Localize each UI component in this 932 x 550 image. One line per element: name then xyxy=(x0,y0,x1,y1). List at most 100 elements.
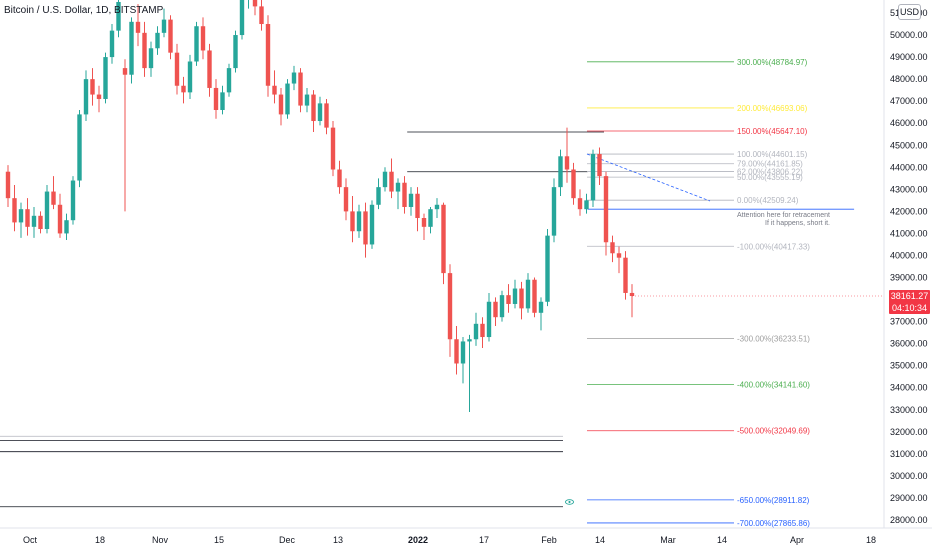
fib-level-label: 150.00%(45647.10) xyxy=(737,127,808,136)
candle xyxy=(434,198,440,219)
horizontal-lines xyxy=(0,131,855,508)
currency-button[interactable]: USD xyxy=(898,4,921,20)
candle xyxy=(161,8,167,38)
candle xyxy=(499,290,505,322)
fibonacci-levels: 300.00%(48784.97) 200.00%(46693.06) 150.00… xyxy=(587,58,810,528)
candle xyxy=(5,165,11,207)
candle-body xyxy=(447,273,453,340)
candle-body xyxy=(389,171,394,192)
candle xyxy=(525,273,531,313)
candle-body xyxy=(90,79,95,95)
candle-body xyxy=(480,323,485,338)
candle-body xyxy=(369,204,375,245)
candle-body xyxy=(421,218,427,227)
candle-body xyxy=(532,279,537,313)
candle xyxy=(408,187,414,216)
candle-body xyxy=(506,295,511,304)
candle-body xyxy=(454,339,459,364)
candle xyxy=(51,176,56,210)
candle-body xyxy=(5,171,11,199)
fib-level-label: 50.00%(43555.19) xyxy=(737,173,803,182)
candle-body xyxy=(38,215,43,230)
candle xyxy=(584,193,589,214)
candle-body xyxy=(590,154,596,201)
fib-level-label: 62.00%(43806.22) xyxy=(737,168,803,177)
candle xyxy=(103,52,108,104)
candle-body xyxy=(31,215,37,227)
price-tick-label: 33000.00 xyxy=(890,405,928,415)
time-tick-label: 18 xyxy=(866,535,876,545)
fib-level-label: 0.00%(42509.24) xyxy=(737,196,799,205)
candle-body xyxy=(12,198,17,223)
candle xyxy=(337,160,342,194)
price-tick-label: 32000.00 xyxy=(890,427,928,437)
price-axis[interactable]: 28000.00 29000.00 30000.00 31000.00 32000.00… xyxy=(883,0,928,528)
candle-body xyxy=(155,32,160,49)
candle-body xyxy=(512,288,518,304)
time-tick-label: 13 xyxy=(333,535,343,545)
eye-icon[interactable] xyxy=(565,499,574,505)
price-tick-label: 29000.00 xyxy=(890,493,928,503)
retracement-note: Attention here for retracement If it hap… xyxy=(700,212,830,228)
candle-body xyxy=(408,193,414,207)
candle xyxy=(109,24,115,64)
fib-level-label: -650.00%(28911.82) xyxy=(737,496,810,505)
candle xyxy=(356,204,362,238)
candle xyxy=(142,21,147,77)
candle xyxy=(493,297,498,327)
candle xyxy=(64,213,69,241)
price-tick-label: 30000.00 xyxy=(890,471,928,481)
candle-body xyxy=(142,32,147,69)
bar-countdown: 04:10:34 xyxy=(891,303,928,313)
candle xyxy=(148,41,154,77)
chart-title: Bitcoin / U.S. Dollar, 1D, BITSTAMP xyxy=(4,5,164,16)
candle-body xyxy=(44,191,50,230)
candle-body xyxy=(486,301,492,338)
candle-body xyxy=(616,253,622,258)
candle xyxy=(77,109,82,188)
candle-body xyxy=(473,323,479,340)
trend-line-dashed xyxy=(586,153,711,202)
price-tick-label: 47000.00 xyxy=(890,96,928,106)
time-axis[interactable]: Oct 18 Nov 15 Dec 13 2022 17 Feb 14 Mar 14 Apr 18 xyxy=(0,527,932,545)
candle-body xyxy=(161,19,167,33)
fib-level-label: -500.00%(32049.69) xyxy=(737,427,810,436)
candle-body xyxy=(122,68,128,75)
candle xyxy=(473,312,479,346)
candle xyxy=(129,17,134,84)
candle-body xyxy=(434,204,440,210)
candle-body xyxy=(343,187,349,212)
candle xyxy=(259,0,264,31)
candle xyxy=(135,4,141,47)
candle xyxy=(363,202,368,258)
candle-body xyxy=(135,21,141,33)
candle xyxy=(629,284,635,318)
fib-level-label: 100.00%(44601.15) xyxy=(737,150,808,159)
candle xyxy=(590,149,596,207)
candle-body xyxy=(441,204,446,274)
candle-body xyxy=(324,103,329,128)
time-tick-label: 14 xyxy=(717,535,727,545)
candle xyxy=(571,162,576,205)
candle-body xyxy=(363,211,368,245)
candle-body xyxy=(311,94,316,122)
candle-body xyxy=(538,301,544,313)
candle-body xyxy=(148,48,154,69)
last-price-label: 38161.27 04:10:34 xyxy=(889,290,930,314)
price-tick-label: 48000.00 xyxy=(890,74,928,84)
candle xyxy=(285,79,290,119)
candle-body xyxy=(70,180,76,221)
candle-body xyxy=(317,103,323,122)
candle xyxy=(248,0,249,9)
price-tick-label: 31000.00 xyxy=(890,449,928,459)
candle xyxy=(480,317,485,349)
candle xyxy=(213,79,219,119)
candle xyxy=(122,59,128,212)
candle-body xyxy=(493,301,498,318)
candle-body xyxy=(610,242,615,254)
candle-body xyxy=(239,0,245,36)
candle xyxy=(512,279,518,309)
candle xyxy=(220,85,225,115)
candle xyxy=(25,198,30,236)
